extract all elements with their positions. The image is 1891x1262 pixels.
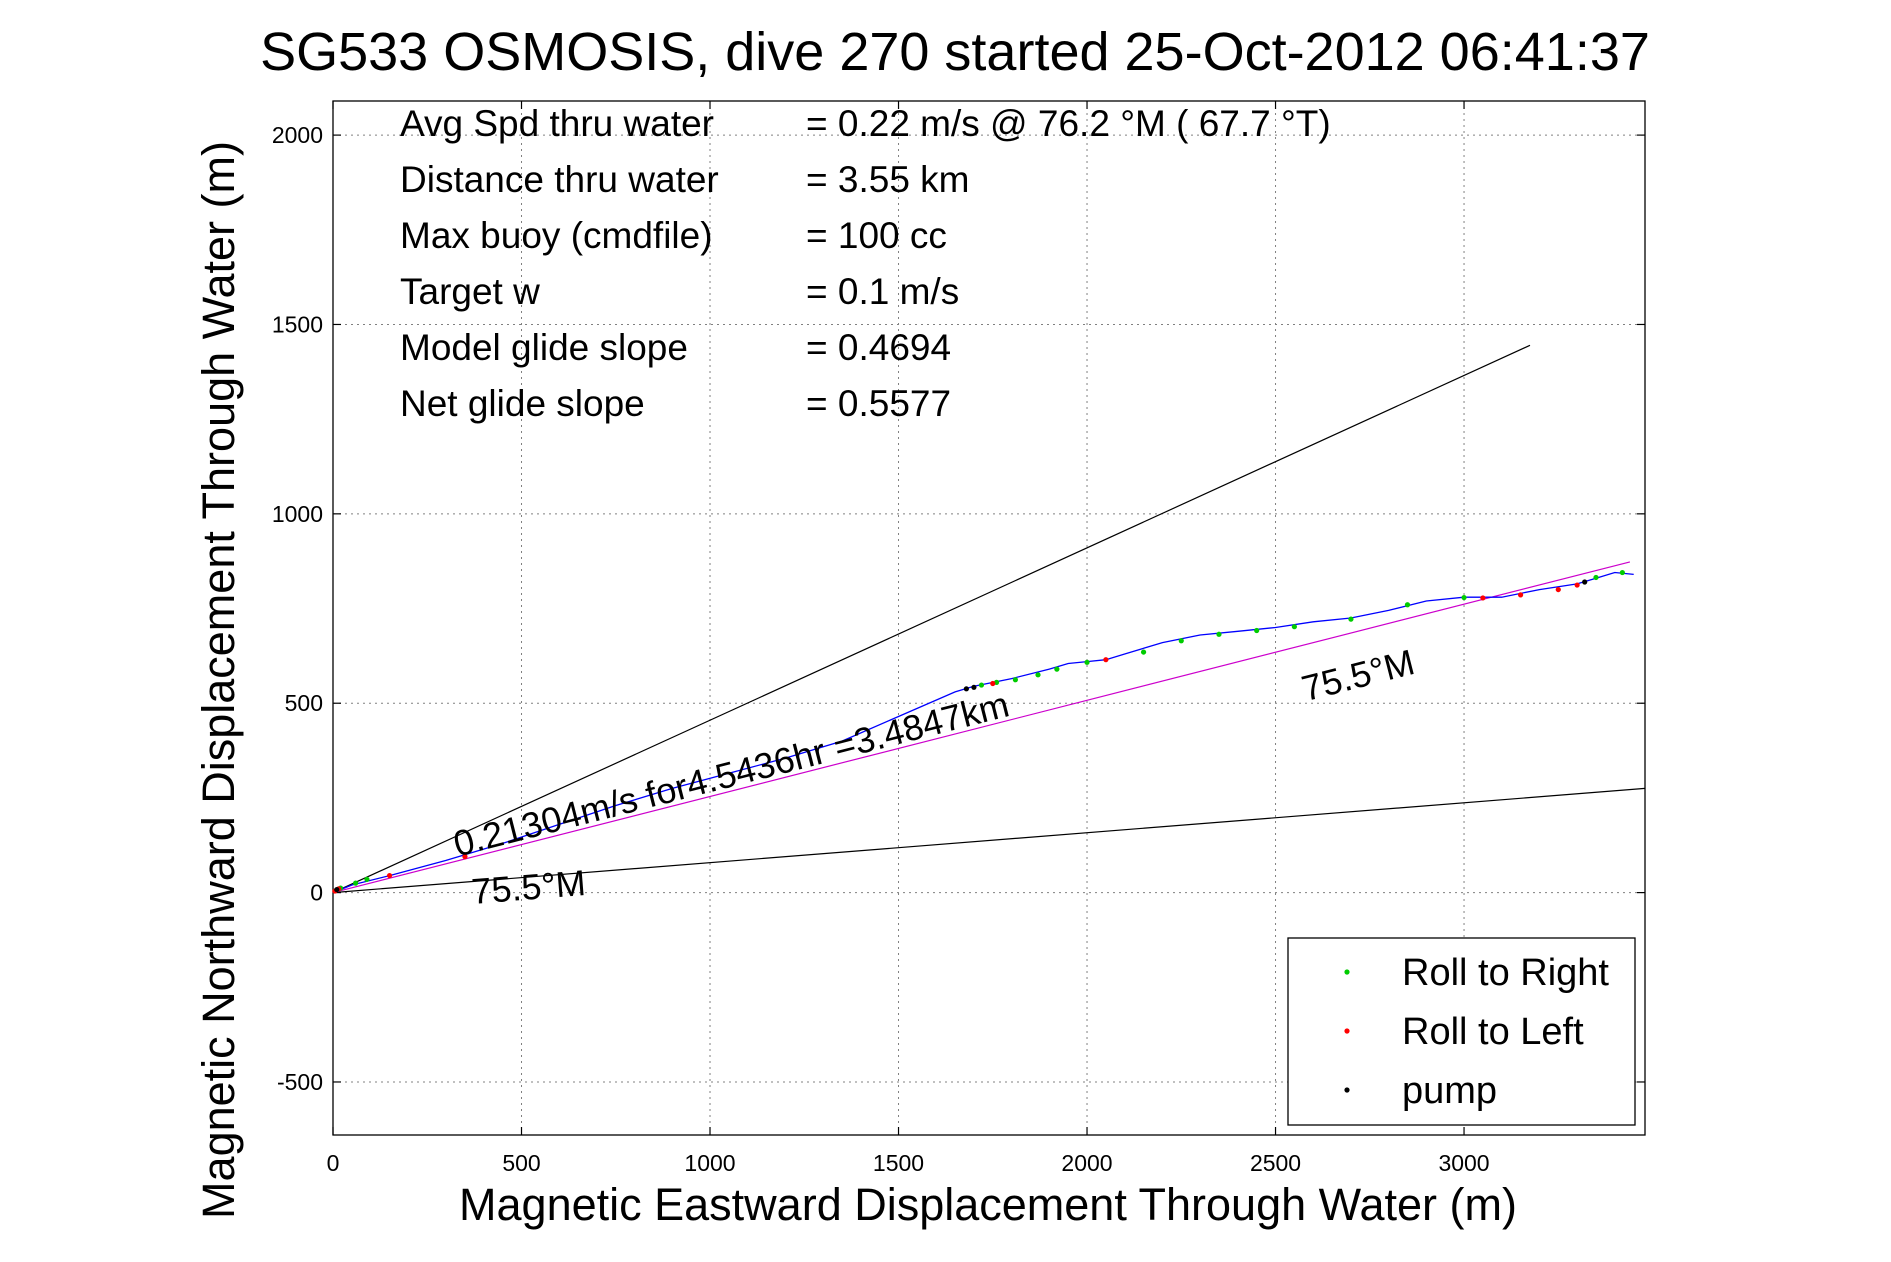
marker-roll-right (1593, 574, 1599, 581)
y-tick-label: -500 (277, 1069, 323, 1095)
legend-label: pump (1402, 1070, 1497, 1112)
y-tick-label: 1500 (272, 311, 323, 337)
track-markers (332, 569, 1625, 894)
reference-lines (332, 344, 1646, 894)
marker-pump (334, 886, 340, 893)
y-tick-label: 1000 (272, 501, 323, 527)
stats-block: Avg Spd thru water = 0.22 m/s @ 76.2 °M (… (400, 103, 1331, 424)
marker-roll-right (1404, 602, 1411, 608)
x-tick-label: 0 (327, 1150, 340, 1176)
marker-pump (1582, 579, 1588, 585)
marker-roll-right (1084, 659, 1090, 665)
legend: Roll to Right Roll to Left pump (1287, 937, 1636, 1126)
x-axis-label: Magnetic Eastward Displacement Through W… (459, 1179, 1517, 1230)
marker-roll-right (364, 876, 370, 882)
stat-label: Target w (400, 271, 540, 312)
marker-pump (971, 684, 977, 690)
legend-marker (1344, 969, 1350, 975)
stat-value: = 0.22 m/s @ 76.2 °M ( 67.7 °T) (806, 103, 1331, 144)
stat-value: = 0.5577 (806, 383, 951, 424)
y-tick-label: 0 (310, 880, 323, 906)
marker-roll-left (1480, 595, 1486, 601)
legend-label: Roll to Left (1402, 1011, 1584, 1053)
legend-label: Roll to Right (1402, 952, 1609, 994)
chart-title: SG533 OSMOSIS, dive 270 started 25-Oct-2… (260, 22, 1650, 82)
marker-roll-right (1254, 627, 1260, 634)
marker-roll-right (1291, 624, 1297, 630)
marker-roll-left (462, 854, 468, 860)
marker-roll-right (1461, 594, 1467, 601)
stat-label: Distance thru water (400, 159, 719, 200)
marker-roll-right (1054, 666, 1060, 672)
x-tick-label: 2000 (1061, 1150, 1112, 1176)
marker-roll-right (1012, 677, 1018, 683)
stat-label: Model glide slope (400, 327, 688, 368)
marker-roll-right (1216, 631, 1222, 637)
stat-label: Avg Spd thru water (400, 103, 714, 144)
x-tick-label: 500 (502, 1150, 540, 1176)
reference-line-upper-bound (332, 344, 1531, 894)
marker-roll-right (1140, 649, 1147, 655)
marker-roll-right (1035, 672, 1041, 678)
marker-pump (963, 686, 969, 692)
marker-roll-left (1517, 592, 1524, 598)
marker-roll-right (978, 682, 985, 688)
x-tick-label: 1000 (684, 1150, 735, 1176)
y-tick-label: 500 (285, 690, 323, 716)
reference-line-heading-line (332, 561, 1631, 894)
x-tick-label: 2500 (1250, 1150, 1301, 1176)
marker-roll-right (1178, 638, 1184, 644)
marker-roll-left (1103, 657, 1109, 663)
x-tick-label: 1500 (873, 1150, 924, 1176)
x-tick-label: 3000 (1438, 1150, 1489, 1176)
y-tick-label: 2000 (272, 122, 323, 148)
stat-value: = 0.1 m/s (806, 271, 959, 312)
heading-annotation-lower: 75.5°M (470, 862, 587, 912)
marker-roll-right (1619, 569, 1625, 576)
stat-label: Net glide slope (400, 383, 645, 424)
stat-label: Max buoy (cmdfile) (400, 215, 713, 256)
reference-line-lower-bound (332, 787, 1646, 894)
stat-value: = 0.4694 (806, 327, 951, 368)
legend-marker (1344, 1028, 1350, 1034)
marker-roll-right (353, 880, 359, 886)
marker-roll-left (990, 680, 996, 687)
axis-ticks: 0 500 1000 1500 2000 2500 3000 -500 0 500 1000 1500… (272, 101, 1645, 1176)
stat-value: = 100 cc (806, 215, 947, 256)
stat-value: = 3.55 km (806, 159, 970, 200)
marker-roll-left (386, 872, 393, 879)
marker-roll-left (1574, 582, 1580, 588)
y-axis-label: Magnetic Northward Displacement Through … (193, 141, 244, 1219)
marker-roll-right (1348, 616, 1354, 622)
marker-roll-left (1555, 586, 1561, 593)
legend-marker (1344, 1087, 1350, 1093)
